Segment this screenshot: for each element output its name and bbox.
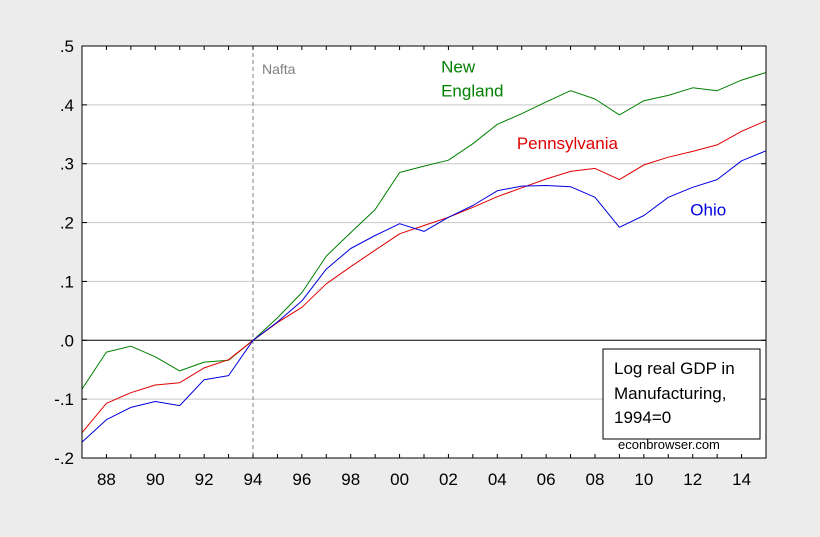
note-box: Log real GDP in Manufacturing, 1994=0 bbox=[602, 348, 761, 440]
series-label-new-england: England bbox=[441, 81, 503, 100]
note-line-2: Manufacturing, bbox=[614, 384, 726, 403]
y-tick-label: .5 bbox=[60, 37, 74, 56]
series-lines bbox=[81, 72, 767, 443]
series-line-ohio bbox=[81, 150, 767, 443]
x-tick-label: 06 bbox=[537, 470, 556, 489]
y-axis: -.2 -.1 .0 .1 .2 .3 .4 .5 bbox=[54, 37, 766, 468]
x-tick-label: 04 bbox=[488, 470, 507, 489]
note-line-3: 1994=0 bbox=[614, 408, 671, 427]
x-tick-label: 02 bbox=[439, 470, 458, 489]
note-box-frame bbox=[602, 348, 761, 440]
nafta-label: Nafta bbox=[262, 61, 296, 77]
x-tick-label: 08 bbox=[586, 470, 605, 489]
series-labels: New England Pennsylvania Ohio bbox=[441, 57, 726, 219]
series-line-new-england bbox=[81, 72, 767, 390]
x-axis: 88 90 92 94 96 98 00 02 04 06 08 10 12 14 bbox=[81, 46, 767, 489]
y-tick-label: -.2 bbox=[54, 449, 74, 468]
y-tick-label: .3 bbox=[60, 155, 74, 174]
series-label-pennsylvania: Pennsylvania bbox=[517, 134, 619, 153]
x-tick-label: 90 bbox=[146, 470, 165, 489]
x-tick-label: 12 bbox=[683, 470, 702, 489]
x-tick-label: 96 bbox=[292, 470, 311, 489]
series-line-pennsylvania bbox=[81, 120, 767, 434]
x-tick-label: 14 bbox=[732, 470, 751, 489]
note-line-1: Log real GDP in bbox=[614, 359, 735, 378]
x-tick-label: 88 bbox=[97, 470, 116, 489]
y-tick-label: .4 bbox=[60, 96, 74, 115]
x-tick-label: 94 bbox=[244, 470, 263, 489]
series-label-ohio: Ohio bbox=[690, 201, 726, 220]
y-tick-label: .1 bbox=[60, 272, 74, 291]
x-tick-label: 00 bbox=[390, 470, 409, 489]
y-tick-label: -.1 bbox=[54, 390, 74, 409]
y-tick-label: .0 bbox=[60, 331, 74, 350]
y-tick-label: .2 bbox=[60, 214, 74, 233]
x-tick-label: 92 bbox=[195, 470, 214, 489]
source-credit: econbrowser.com bbox=[618, 437, 720, 452]
series-label-new-england: New bbox=[441, 57, 476, 76]
x-tick-label: 10 bbox=[634, 470, 653, 489]
x-tick-label: 98 bbox=[341, 470, 360, 489]
